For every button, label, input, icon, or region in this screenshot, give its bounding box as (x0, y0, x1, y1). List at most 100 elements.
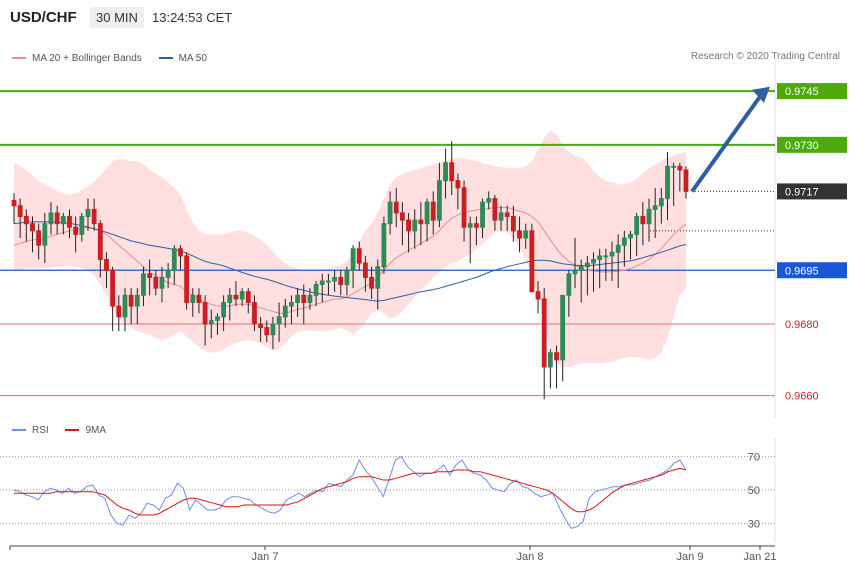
candle (307, 288, 313, 310)
candle-body (295, 294, 301, 304)
candle-body (547, 352, 553, 368)
candle-body (393, 201, 399, 214)
candle (424, 198, 430, 242)
candle (572, 238, 578, 289)
credit-text: Research © 2020 Trading Central (690, 51, 840, 62)
x-tick-label-Jan-8: Jan 8 (517, 551, 544, 563)
candle (289, 295, 294, 324)
candle (245, 288, 251, 314)
legend-ma50-swatch (158, 57, 173, 59)
candle-body (523, 230, 529, 239)
candle (17, 198, 23, 238)
candle-body (356, 248, 362, 264)
candle (621, 230, 627, 267)
candle (541, 288, 547, 400)
candle (270, 316, 276, 350)
candle (252, 295, 257, 332)
legend-9ma-swatch (65, 429, 80, 431)
candle-body (153, 276, 159, 289)
candle-body (480, 201, 485, 228)
candle-body (23, 216, 29, 225)
rsi-9ma-line (14, 467, 687, 516)
candle (591, 252, 596, 292)
ma50-line (13, 221, 687, 302)
candle-body (301, 294, 307, 304)
candle (122, 288, 128, 332)
candle-body (36, 230, 42, 246)
symbol-title: USD/CHF (10, 9, 77, 26)
candle-body (208, 319, 214, 325)
chart-header: USD/CHF 30 MIN 13:24:53 CET (0, 0, 850, 38)
candle-body (381, 223, 387, 268)
candle (282, 298, 288, 328)
timeframe-button[interactable]: 30 MIN (90, 7, 144, 28)
price-labels: 0.9745 0.9730 0.9695 0.9680 0.9660 0.9717 (777, 83, 847, 403)
candle (79, 212, 85, 242)
candle (461, 180, 467, 242)
candle (23, 209, 29, 242)
candle (517, 216, 522, 253)
level-tag-0.9730 (777, 136, 847, 153)
candle (535, 281, 541, 314)
candle (171, 245, 177, 285)
level-label-0.9730: 0.9730 (785, 140, 819, 152)
candle-body (467, 223, 473, 228)
level-label-0.9660: 0.9660 (785, 391, 819, 403)
x-axis: Jan 7 Jan 8 Jan 9 Jan 21 (9, 545, 777, 563)
candle (215, 313, 220, 335)
candle (42, 212, 48, 264)
candle (615, 234, 621, 289)
candle (30, 216, 35, 253)
candle-body (473, 223, 479, 228)
candle-body (141, 273, 146, 296)
candle (566, 270, 572, 317)
candle-body (387, 201, 393, 225)
candle-body (597, 255, 603, 261)
candle-body (122, 294, 128, 318)
candle (190, 288, 196, 317)
legend-ma50: MA 50 (158, 53, 207, 64)
candle (578, 259, 584, 303)
candle-body (671, 165, 677, 168)
candle-body (91, 208, 97, 225)
candle-body (97, 223, 103, 261)
candle-body (652, 205, 658, 210)
candle (356, 241, 362, 271)
candle (301, 284, 307, 324)
candle-body (196, 294, 202, 304)
candle (597, 248, 603, 289)
candle (393, 187, 399, 228)
candle (628, 230, 633, 260)
candle-body (252, 302, 257, 325)
candle-body (282, 305, 288, 318)
candle-body (492, 198, 498, 221)
candle-body (634, 216, 640, 235)
candle (11, 193, 17, 224)
candle-body (67, 216, 72, 228)
candle-body (17, 205, 23, 217)
legend-ma20-label: MA 20 + Bollinger Bands (32, 52, 142, 64)
candle (128, 288, 134, 324)
candle (85, 198, 91, 231)
candle-body (332, 276, 337, 282)
candle (73, 216, 79, 253)
forecast-arrow-head (752, 86, 770, 103)
candle-body (11, 199, 17, 207)
candle (634, 212, 640, 256)
legend-rsi-swatch (12, 429, 26, 431)
candle (486, 191, 492, 210)
x-tick-label-Jan-21: Jan 21 (743, 551, 776, 563)
rsi-tick-70: 70 (748, 452, 760, 464)
candle-body (615, 244, 621, 253)
candle-body (116, 305, 122, 318)
candle (338, 270, 344, 296)
candle (147, 259, 153, 296)
rsi-tick-50: 50 (748, 485, 760, 497)
candle (418, 202, 424, 246)
legend-9ma: 9MA (65, 425, 106, 436)
candle-body (245, 291, 251, 303)
candle (332, 270, 337, 292)
candle (54, 205, 60, 235)
candle (233, 281, 239, 307)
candle-body (677, 165, 683, 171)
